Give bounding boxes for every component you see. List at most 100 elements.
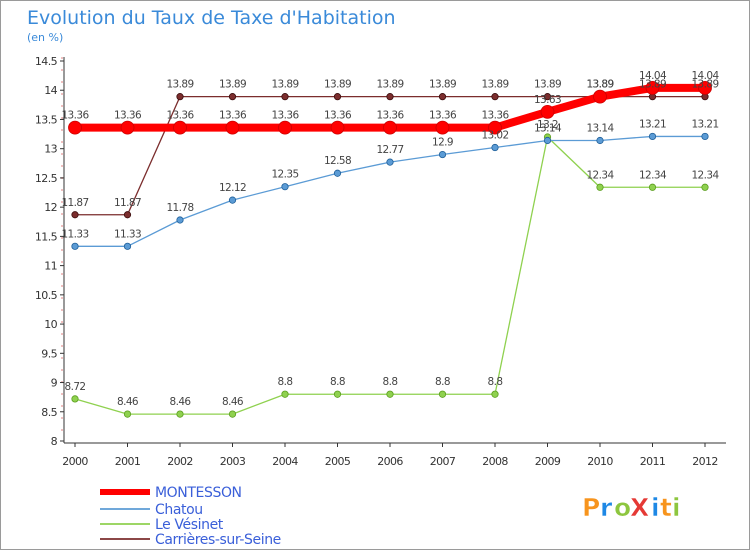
data-point [543,93,552,101]
logo-letter: t [660,493,672,522]
legend-label: MONTESSON [155,485,242,501]
data-label: 11.33 [61,228,88,240]
data-label: 13.36 [324,110,352,122]
data-label: 13.89 [219,79,246,91]
data-label: 11.87 [61,197,88,209]
data-point [596,136,604,145]
y-tick-label: 14.5 [35,55,58,68]
data-point [386,93,394,101]
data-point [68,120,82,135]
data-label: 13.89 [639,79,666,91]
data-point [278,120,292,135]
data-label: 11.78 [166,202,193,214]
data-label: 13.02 [481,130,508,142]
legend-label: Chatou [155,502,203,518]
data-label: 13.89 [324,79,351,91]
data-point [435,120,450,135]
data-point [438,150,447,159]
series-1 [71,132,709,250]
data-label: 13.14 [534,123,562,135]
data-point [333,93,342,101]
data-label: 14.04 [691,70,719,82]
data-point [120,120,135,135]
data-point [281,93,289,101]
data-point [176,410,184,418]
data-label: 13.36 [166,110,194,122]
data-label: 13.89 [271,79,298,91]
data-label: 13.89 [691,79,718,91]
data-labels-0: 13.36 13.36 13.36 13.36 13.36 13.36 13.36 13.36… [61,70,720,122]
data-label: 13.36 [271,110,299,122]
data-point [228,196,237,204]
data-point [438,93,447,101]
data-label: 8.8 [488,376,503,388]
legend-label: Carrières-sur-Seine [155,532,281,548]
y-tick-label: 10 [44,318,57,331]
data-point [176,93,184,101]
data-point [176,216,184,224]
data-label: 13.36 [114,110,142,122]
data-label: 11.87 [114,197,141,209]
y-tick-label: 12 [44,201,57,214]
data-point [281,390,289,398]
data-label: 8.8 [330,376,345,388]
data-point [281,183,289,191]
logo-letter: X [630,493,649,522]
data-label: 13.89 [429,79,456,91]
logo-letter: i [672,493,681,522]
unit-label: (en %) [27,31,63,44]
data-point [543,136,552,145]
data-label: 8.8 [278,376,293,388]
data-label: 13.21 [691,118,718,130]
data-point [438,390,447,398]
data-point [228,93,237,101]
data-point [596,183,604,191]
data-label: 13.2 [537,119,558,131]
data-point [386,158,394,166]
x-tick-label: 2009 [535,455,561,468]
data-label: 8.8 [435,376,450,388]
x-tick-label: 2001 [115,455,141,468]
data-labels-2: 8.72 8.46 8.46 8.46 8.8 8.8 8.8 8.8 8.8 13.2 12.34… [65,119,721,408]
data-point [333,169,342,177]
data-label: 13.36 [376,110,404,122]
data-label: 8.72 [65,381,86,393]
data-point [383,120,397,135]
y-tick-label: 8 [51,435,58,448]
data-point [540,104,555,119]
axes: 8 8.5 9 9.5 10 10.5 11 11.5 12 12.5 13 13.5 14 14.5 20… [35,55,726,468]
data-label: 13.89 [534,79,561,91]
data-label: 8.46 [170,396,192,408]
logo-letter: r [600,493,613,522]
x-tick-label: 2007 [430,455,456,468]
data-label: 12.58 [324,155,351,167]
data-label: 13.36 [481,110,509,122]
y-tick-label: 8.5 [41,406,57,419]
series-layer: 8.72 8.46 8.46 8.46 8.8 8.8 8.8 8.8 8.8 13.2 12.34… [61,70,721,418]
data-label: 11.33 [114,228,141,240]
data-point [698,80,712,95]
x-tick-label: 2006 [377,455,403,468]
data-point [71,242,79,250]
data-point [71,395,79,403]
data-label: 8.46 [222,396,244,408]
y-tick-label: 13.5 [35,113,58,126]
y-tick-label: 14 [44,84,57,97]
x-tick-label: 2003 [220,455,246,468]
data-label: 13.63 [534,94,561,106]
chart-title: Evolution du Taux de Taxe d'Habitation [27,7,396,29]
data-label: 14.04 [639,70,667,82]
data-label: 12.34 [639,169,667,181]
data-label: 13.89 [481,79,508,91]
data-label: 8.8 [383,376,398,388]
logo-letter: i [651,493,660,522]
x-tick-label: 2000 [62,455,88,468]
x-tick-label: 2004 [272,455,298,468]
data-point [488,120,502,135]
y-tick-label: 9 [51,377,58,390]
x-tick-label: 2012 [692,455,718,468]
data-label: 13.14 [586,123,614,135]
data-label: 12.34 [586,169,614,181]
